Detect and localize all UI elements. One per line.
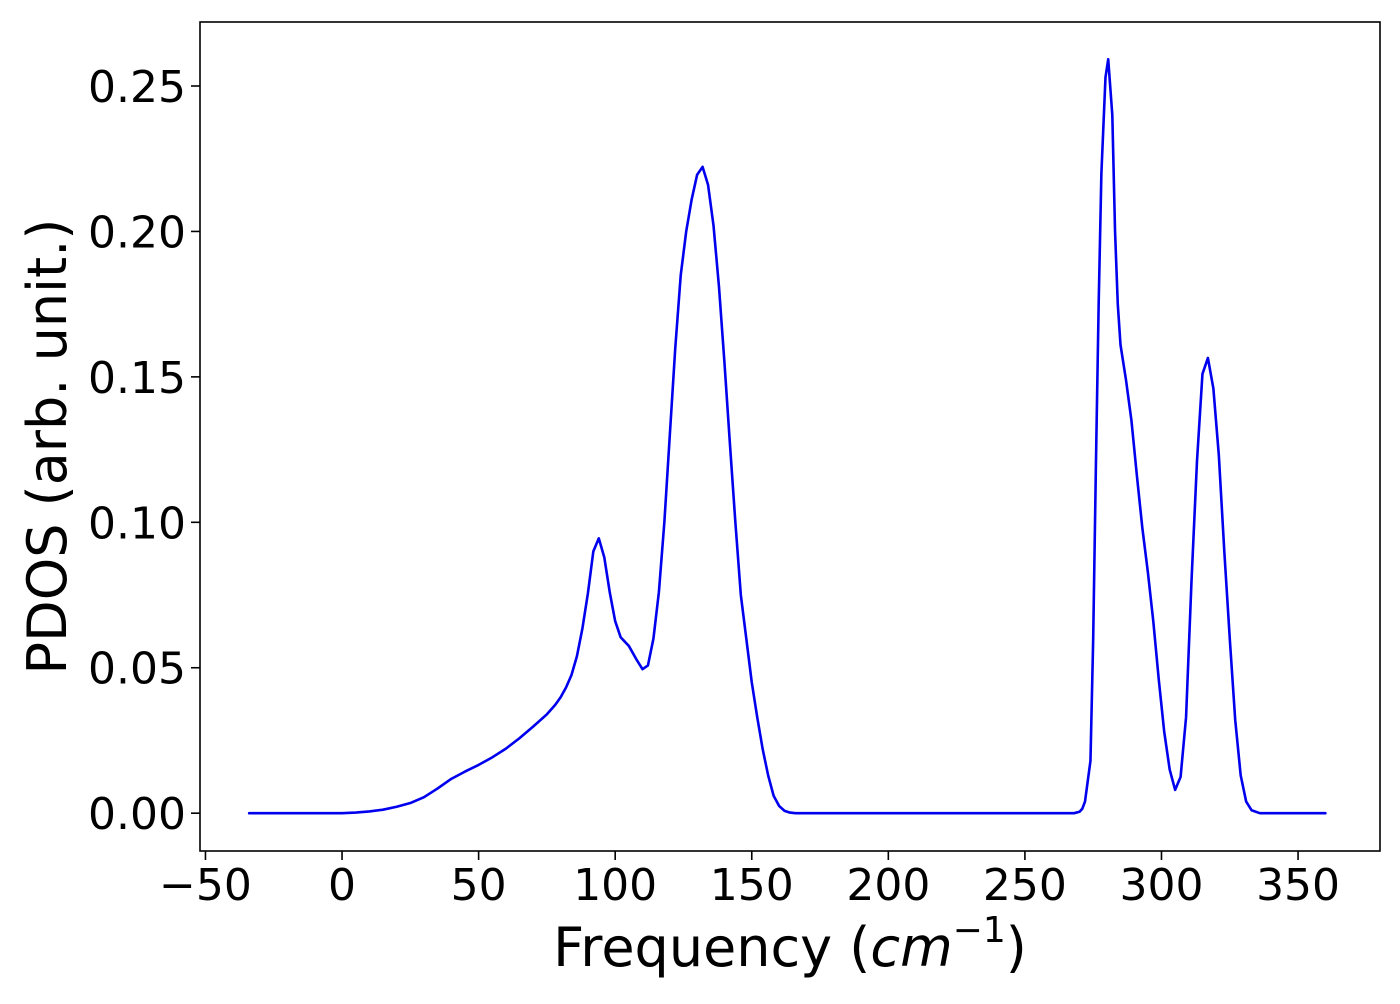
y-tick-label: 0.05 [88, 644, 186, 695]
x-axis-label-unit: cm [870, 916, 952, 979]
y-axis-ticks: 0.00 0.05 0.10 0.15 0.20 0.25 [88, 62, 200, 840]
y-tick-label: 0.10 [88, 498, 186, 549]
data-layer [247, 57, 1327, 815]
y-tick-label: 0.00 [88, 789, 186, 840]
x-tick-label: 300 [1119, 860, 1203, 911]
pdos-series-line [247, 57, 1327, 815]
x-tick-label: 200 [846, 860, 930, 911]
y-tick-label: 0.15 [88, 353, 186, 404]
x-axis-ticks: −50 0 50 100 150 200 250 300 350 [159, 851, 1340, 911]
x-tick-label: 100 [573, 860, 657, 911]
x-tick-label: 150 [710, 860, 794, 911]
x-tick-label: 350 [1256, 860, 1340, 911]
y-tick-label: 0.20 [88, 207, 186, 258]
y-tick-label: 0.25 [88, 62, 186, 113]
x-tick-label: −50 [159, 860, 252, 911]
x-axis-label: Frequency (cm−1) [553, 910, 1027, 979]
x-tick-label: 0 [328, 860, 356, 911]
y-axis-label: PDOS (arb. unit.) [16, 219, 79, 675]
plot-frame [199, 21, 1381, 852]
x-axis-label-exponent: −1 [953, 910, 1006, 951]
x-tick-label: 250 [983, 860, 1067, 911]
x-axis-label-suffix: ) [1006, 916, 1027, 979]
x-tick-label: 50 [451, 860, 507, 911]
x-axis-label-prefix: Frequency ( [553, 916, 870, 979]
